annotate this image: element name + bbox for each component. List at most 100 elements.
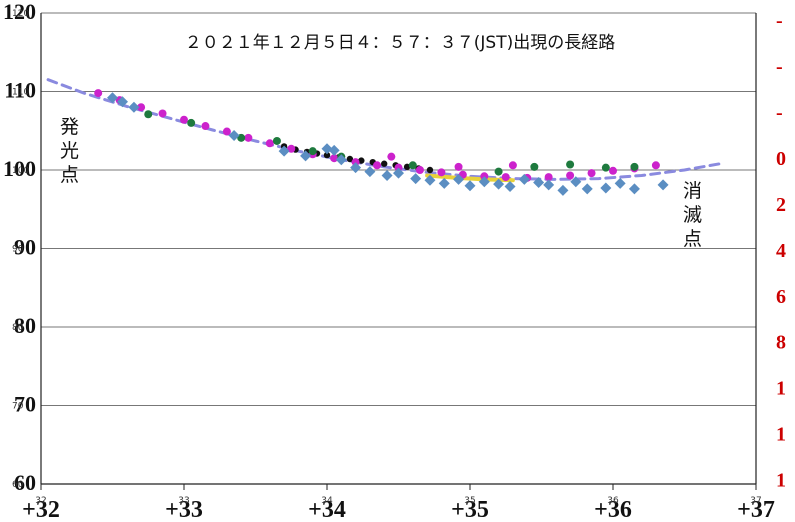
x-tick-label-small: 32 — [35, 496, 46, 506]
series-station-A — [107, 92, 669, 196]
data-point — [387, 152, 396, 161]
data-point — [158, 109, 167, 118]
y2-tick-label: 8 — [776, 332, 786, 354]
y-tick-label-small: 120 — [12, 9, 29, 19]
data-point — [426, 166, 434, 174]
x-tick-label: +33 — [165, 497, 203, 522]
y-tick-label: 60 — [14, 470, 36, 495]
data-point — [587, 169, 596, 178]
data-point — [373, 161, 382, 170]
y-tick-label-small: 70 — [12, 402, 24, 412]
data-point — [381, 169, 393, 181]
data-point — [381, 160, 388, 167]
y-tick-label-small: 60 — [12, 480, 24, 490]
data-point — [222, 127, 231, 136]
data-point — [278, 145, 290, 157]
data-point — [300, 150, 312, 162]
x-tick-label: +32 — [22, 497, 60, 522]
data-point — [651, 161, 660, 170]
annotation-char: 点 — [683, 228, 702, 250]
y2-tick-label: 1 — [776, 378, 786, 400]
data-point — [494, 167, 503, 176]
data-point — [438, 177, 450, 189]
y2-tick-label: - — [776, 10, 783, 32]
data-point — [272, 136, 281, 145]
data-point — [128, 101, 140, 113]
data-point — [117, 96, 129, 108]
data-point — [630, 162, 639, 171]
data-point — [350, 162, 362, 174]
y-tick-label-small: 80 — [12, 323, 24, 333]
start-annotation-text: 発光点 — [60, 116, 79, 186]
data-point — [415, 166, 424, 174]
data-point — [180, 115, 188, 124]
data-point — [137, 103, 146, 112]
data-point — [364, 166, 376, 178]
data-point — [328, 144, 340, 156]
end-annotation-text: 消滅点 — [683, 180, 702, 250]
y-tick-label: 120 — [3, 0, 36, 24]
annotation-char: 光 — [60, 140, 79, 162]
data-point — [321, 143, 333, 155]
data-point — [265, 139, 274, 148]
data-point — [464, 180, 476, 192]
x-tick-label: +34 — [308, 497, 346, 522]
x-tick-label: +35 — [451, 497, 489, 522]
data-point — [408, 161, 417, 170]
annotation-char: 消 — [683, 180, 702, 202]
x-tick-label-small: 34 — [321, 496, 333, 506]
annotation-char: 発 — [60, 116, 79, 138]
data-point — [581, 183, 593, 195]
x-tick-label: +36 — [594, 497, 632, 522]
data-point — [393, 167, 404, 179]
y2-tick-label: - — [776, 56, 783, 78]
y2-tick-label: 1 — [776, 470, 786, 492]
data-point — [508, 161, 517, 170]
data-point — [358, 157, 365, 164]
data-point — [144, 110, 153, 119]
data-point — [614, 177, 626, 189]
y-tick-label: 100 — [3, 156, 36, 181]
data-point — [244, 133, 253, 142]
chart-title: ２０２１年１２月５日４：５７：３７(JST)出現の長経路 — [185, 33, 615, 53]
data-point — [346, 155, 354, 163]
annotation-char: 滅 — [683, 204, 702, 226]
x-tick-label-small: 33 — [178, 496, 189, 506]
data-point — [628, 183, 640, 195]
data-point — [530, 162, 539, 171]
data-point — [543, 179, 555, 191]
x-tick-label-small: 37 — [750, 496, 761, 506]
y-tick-label: 70 — [14, 392, 36, 417]
y2-tick-label: 4 — [776, 240, 786, 262]
y2-tick-label: 6 — [776, 286, 786, 308]
y-tick-label-small: 100 — [12, 166, 29, 176]
data-point — [493, 178, 505, 190]
data-point — [504, 180, 516, 192]
y-tick-label-small: 110 — [12, 88, 29, 98]
x-tick-label-small: 35 — [464, 496, 475, 506]
data-point — [308, 147, 317, 156]
data-point — [228, 129, 240, 141]
data-point — [453, 173, 465, 185]
data-point — [657, 179, 669, 191]
data-point — [566, 160, 575, 169]
data-point — [237, 133, 246, 142]
data-point — [424, 174, 436, 186]
data-point — [454, 162, 463, 171]
data-point — [601, 163, 610, 172]
y-tick-label: 80 — [14, 313, 36, 338]
data-point — [335, 154, 347, 166]
data-point — [518, 173, 530, 185]
data-point — [544, 173, 553, 182]
data-point — [201, 122, 210, 131]
data-point — [410, 173, 422, 185]
data-point — [478, 176, 490, 188]
y-tick-label: 110 — [4, 78, 36, 103]
y-tick-label: 90 — [14, 235, 36, 260]
data-point — [403, 163, 411, 171]
data-point — [566, 171, 575, 180]
y2-tick-label: 1 — [776, 424, 786, 446]
